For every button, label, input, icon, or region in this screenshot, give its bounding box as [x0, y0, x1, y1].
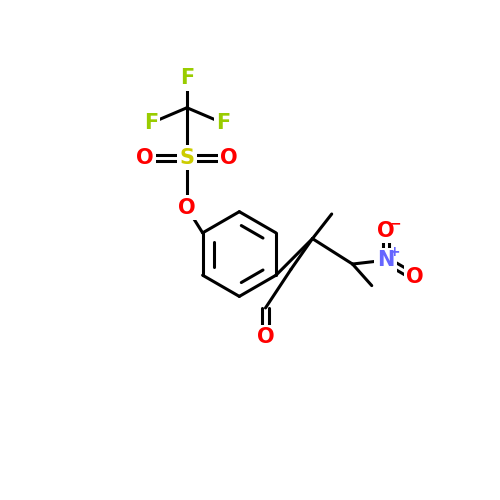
- Text: N: N: [377, 250, 394, 270]
- Text: S: S: [180, 148, 194, 168]
- Text: O: O: [220, 148, 238, 168]
- Text: +: +: [388, 244, 400, 258]
- Text: O: O: [136, 148, 154, 168]
- Text: O: O: [377, 221, 394, 241]
- Text: O: O: [406, 267, 423, 287]
- Text: F: F: [144, 113, 158, 133]
- Text: O: O: [178, 198, 196, 218]
- Text: F: F: [216, 113, 230, 133]
- Text: F: F: [180, 68, 194, 88]
- Text: O: O: [256, 327, 274, 347]
- Text: −: −: [389, 216, 400, 230]
